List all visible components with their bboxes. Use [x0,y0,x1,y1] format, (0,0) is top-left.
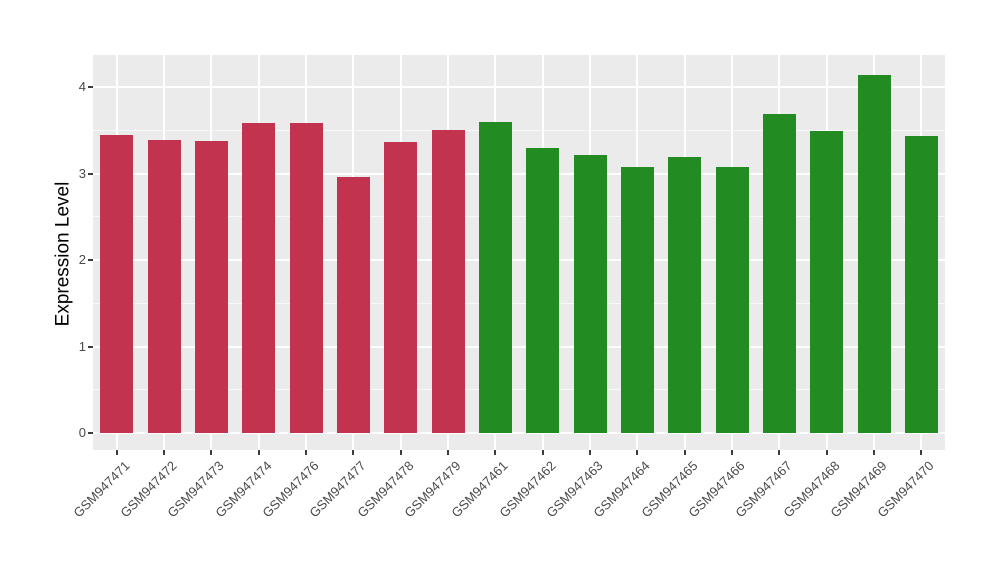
y-tick-mark [88,86,93,88]
x-tick-mark [115,450,118,455]
x-tick-mark [163,450,165,455]
bar-GSM947465 [668,157,702,433]
x-tick-mark [873,450,875,455]
bar-GSM947464 [620,166,654,433]
gridline-major [93,172,945,175]
bar-GSM947477 [336,176,370,433]
y-tick-mark [88,345,93,348]
gridline-major [93,86,945,88]
bar-GSM947478 [384,142,418,433]
bar-GSM947470 [904,136,938,433]
x-tick-mark [636,450,639,455]
y-tick-label: 4 [78,79,86,94]
x-tick-mark [731,450,733,455]
y-tick-mark [88,172,93,175]
y-tick-label: 3 [78,165,86,181]
bar-GSM947463 [573,155,607,433]
gridline-major [93,345,945,348]
bar-GSM947476 [289,123,323,433]
x-tick-mark [541,450,544,455]
y-tick-label: 1 [78,338,86,354]
bar-GSM947468 [810,131,844,433]
gridline-minor [93,302,945,304]
gridline-major [93,432,945,434]
bar-GSM947461 [478,121,512,433]
gridline-minor [93,216,945,218]
x-tick-mark [494,450,497,455]
x-tick-mark [447,450,449,455]
y-tick-mark [88,432,93,434]
y-tick-label: 0 [78,425,86,440]
x-tick-mark [683,450,686,455]
x-tick-mark [589,450,591,455]
x-tick-mark [399,450,402,455]
x-tick-mark [352,450,355,455]
x-tick-mark [825,450,828,455]
bar-GSM947472 [147,139,181,433]
bar-GSM947469 [857,74,891,433]
bar-GSM947466 [715,166,749,433]
plot-panel [93,55,945,450]
x-tick-mark [778,450,781,455]
x-tick-mark [920,450,923,455]
bar-GSM947467 [762,113,796,433]
x-tick-mark [305,450,307,455]
bar-GSM947471 [100,134,134,433]
x-tick-mark [257,450,260,455]
y-tick-mark [88,259,93,261]
gridline-minor [93,389,945,391]
x-tick-mark [210,450,213,455]
bar-GSM947462 [526,147,560,433]
bar-GSM947474 [242,123,276,433]
bar-GSM947479 [431,130,465,433]
bar-GSM947473 [194,141,228,433]
gridline-major [93,259,945,261]
y-tick-label: 2 [78,252,86,267]
gridline-minor [93,129,945,131]
